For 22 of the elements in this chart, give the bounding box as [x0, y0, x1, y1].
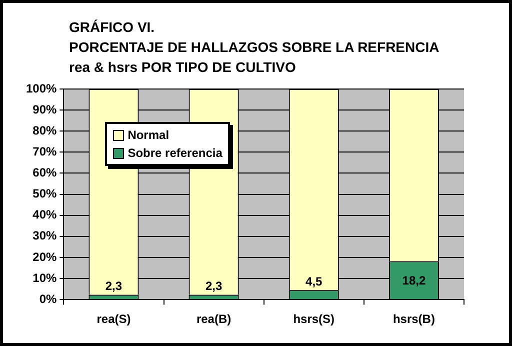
y-tick-label: 0% [39, 292, 58, 306]
x-tick-label: hsrs(B) [392, 312, 435, 326]
y-tick-label: 80% [32, 123, 58, 138]
chart-title: GRÁFICO VI. PORCENTAJE DE HALLAZGOS SOBRE LA REFRENCIA rea & hsrs POR TIPO DE CULTIVO [69, 18, 440, 77]
data-label: 2,3 [105, 279, 122, 294]
legend-label: Sobre referencia [128, 145, 222, 162]
y-tick-label: 60% [32, 166, 58, 180]
data-label: 2,3 [205, 279, 222, 294]
y-tick-label: 70% [32, 144, 58, 158]
x-tick-label: rea(B) [196, 312, 232, 326]
data-label: 4,5 [306, 274, 323, 288]
y-tick-label: 40% [32, 208, 58, 222]
x-tick-label: rea(S) [96, 312, 131, 326]
y-tick-label: 20% [32, 250, 58, 264]
legend-label: Normal [128, 127, 170, 144]
y-tick-label: 90% [32, 102, 58, 116]
y-tick-label: 100% [26, 81, 58, 96]
y-tick-label: 50% [32, 186, 58, 201]
y-tick-label: 30% [32, 228, 58, 243]
x-tick-label: hsrs(S) [293, 312, 335, 326]
data-label: 18,2 [402, 274, 426, 288]
y-tick-label: 10% [32, 270, 58, 285]
